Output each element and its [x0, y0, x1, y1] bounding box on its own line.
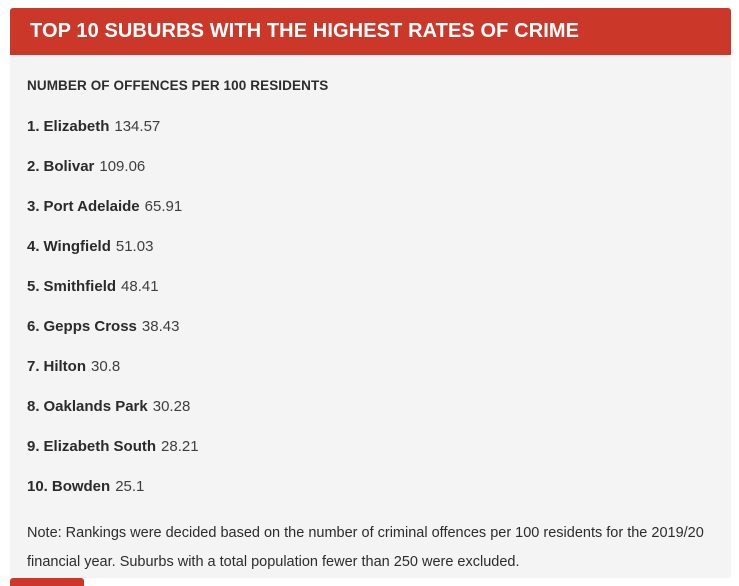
- offence-rate: 25.1: [115, 478, 145, 495]
- offence-rate: 38.43: [141, 318, 180, 335]
- suburb-name: Oaklands Park: [43, 398, 148, 415]
- offence-rate: 134.57: [114, 118, 161, 135]
- list-item: 4. Wingfield 51.03: [27, 239, 709, 254]
- crime-ranking-widget: TOP 10 SUBURBS WITH THE HIGHEST RATES OF…: [10, 8, 731, 586]
- rank-number: 3.: [27, 198, 40, 215]
- rank-number: 5.: [27, 278, 40, 295]
- ranking-card: NUMBER OF OFFENCES PER 100 RESIDENTS 1. E…: [10, 55, 731, 578]
- suburb-name: Bolivar: [43, 158, 95, 175]
- suburb-name: Hilton: [43, 358, 87, 375]
- ranking-list: 1. Elizabeth 134.57 2. Bolivar 109.06 3. Port…: [27, 119, 709, 494]
- list-item: 3. Port Adelaide 65.91: [27, 199, 709, 214]
- list-item: 7. Hilton 30.8: [27, 359, 709, 374]
- section-banner: TOP 10 SUBURBS WITH THE HIGHEST RATES OF…: [10, 8, 731, 55]
- rank-number: 7.: [27, 358, 40, 375]
- rank-number: 9.: [27, 438, 40, 455]
- list-item: 2. Bolivar 109.06: [27, 159, 709, 174]
- suburb-name: Gepps Cross: [43, 318, 137, 335]
- rank-number: 10.: [27, 478, 48, 495]
- footnote: Note: Rankings were decided based on the…: [27, 525, 704, 570]
- rank-number: 6.: [27, 318, 40, 335]
- offence-rate: 28.21: [161, 438, 199, 455]
- list-item: 5. Smithfield 48.41: [27, 279, 709, 294]
- rank-number: 4.: [27, 238, 40, 255]
- offence-rate: 48.41: [121, 278, 159, 295]
- next-section-banner-partial: [10, 578, 84, 586]
- suburb-name: Wingfield: [43, 238, 111, 255]
- offence-rate: 30.8: [91, 358, 121, 375]
- suburb-name: Smithfield: [43, 278, 117, 295]
- offence-rate: 109.06: [99, 158, 146, 175]
- rank-number: 2.: [27, 158, 40, 175]
- list-item: 9. Elizabeth South 28.21: [27, 439, 709, 454]
- rank-number: 8.: [27, 398, 40, 415]
- list-item: 6. Gepps Cross 38.43: [27, 319, 709, 334]
- ranking-subtitle: NUMBER OF OFFENCES PER 100 RESIDENTS: [27, 78, 329, 93]
- suburb-name: Elizabeth South: [43, 438, 157, 455]
- list-item: 1. Elizabeth 134.57: [27, 119, 709, 134]
- list-item: 10. Bowden 25.1: [27, 479, 709, 494]
- offence-rate: 51.03: [115, 238, 154, 255]
- suburb-name: Port Adelaide: [43, 198, 140, 215]
- offence-rate: 65.91: [144, 198, 183, 215]
- rank-number: 1.: [27, 118, 40, 135]
- page-title: TOP 10 SUBURBS WITH THE HIGHEST RATES OF…: [30, 20, 580, 42]
- offence-rate: 30.28: [152, 398, 191, 415]
- suburb-name: Elizabeth: [43, 118, 110, 135]
- suburb-name: Bowden: [51, 478, 111, 495]
- list-item: 8. Oaklands Park 30.28: [27, 399, 709, 414]
